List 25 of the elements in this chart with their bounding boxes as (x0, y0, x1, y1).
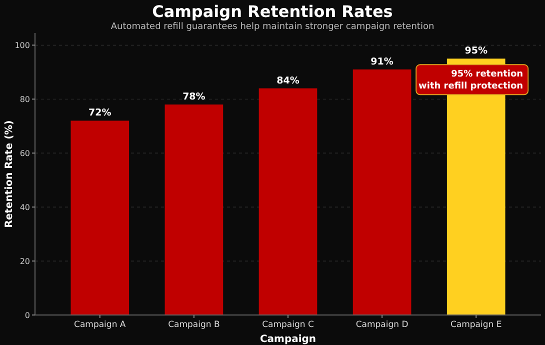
data-label: 84% (276, 75, 300, 86)
data-label: 78% (182, 92, 206, 103)
x-tick-label: Campaign C (262, 320, 314, 330)
chart-subtitle: Automated refill guarantees help maintain stronger campaign retention (110, 22, 434, 32)
annotation: 95% retention with refill protection (418, 70, 524, 92)
x-tick-label: Campaign E (450, 320, 502, 330)
bar (352, 69, 412, 315)
bar (70, 120, 130, 315)
y-tick-label: 20 (20, 257, 30, 266)
data-label: 95% (464, 46, 488, 57)
bar (258, 88, 318, 315)
data-label: 72% (88, 108, 112, 119)
x-tick-label: Campaign B (168, 320, 220, 330)
x-axis-title: Campaign (260, 334, 316, 345)
y-axis-title: Retention Rate (%) (4, 120, 15, 228)
chart-title: Campaign Retention Rates (152, 2, 393, 21)
x-tick-label: Campaign D (356, 320, 409, 330)
y-tick-label: 80 (20, 95, 30, 104)
y-tick-label: 40 (20, 203, 30, 212)
y-tick-label: 0 (24, 311, 30, 320)
y-tick-label: 100 (14, 41, 30, 50)
x-tick-label: Campaign A (74, 320, 126, 330)
y-tick-label: 60 (20, 149, 30, 158)
bar (164, 104, 224, 315)
data-label: 91% (370, 56, 394, 68)
